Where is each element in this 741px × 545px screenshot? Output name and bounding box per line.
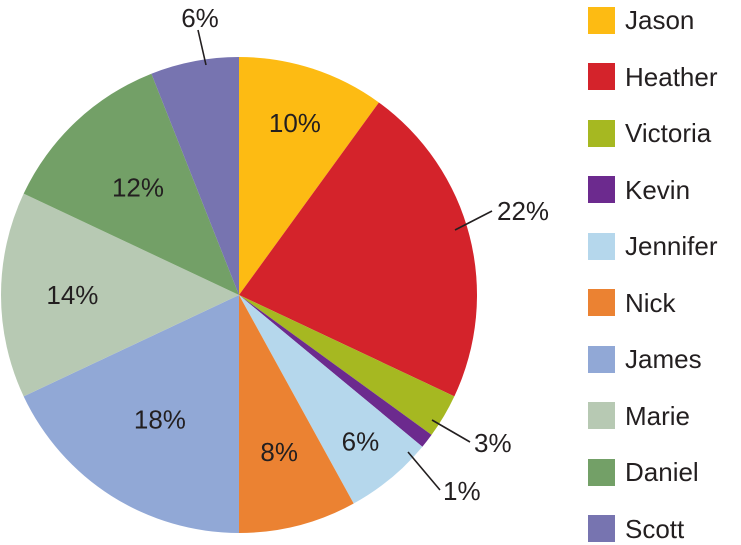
legend-item-marie: Marie [588, 401, 690, 431]
legend-item-heather: Heather [588, 62, 718, 92]
pie-slice-nick [239, 295, 354, 533]
legend: Jason Heather Victoria Kevin Jennifer Nick Jam… [588, 0, 741, 545]
legend-label-james: James [625, 344, 702, 374]
slice-labels-layer: 10% 22% 3% 1% 6% 8% 18% 14% 12% 6% [46, 3, 549, 506]
legend-label-jennifer: Jennifer [625, 231, 718, 261]
legend-item-nick: Nick [588, 288, 676, 318]
pie-slice-scott [151, 57, 239, 295]
legend-label-kevin: Kevin [625, 174, 691, 205]
slice-label-nick: 8% [260, 437, 298, 467]
legend-swatch-jennifer [588, 232, 615, 260]
pie-slice-victoria [239, 295, 455, 435]
legend-label-nick: Nick [625, 287, 676, 318]
legend-swatch-scott [588, 515, 615, 542]
legend-item-daniel: Daniel [588, 457, 699, 487]
slice-label-daniel: 12% [112, 172, 164, 202]
pie-slice-james [23, 295, 240, 533]
legend-label-victoria: Victoria [625, 118, 712, 148]
legend-label-jason: Jason [625, 5, 695, 35]
slice-label-jason: 10% [269, 108, 321, 138]
legend-item-victoria: Victoria [588, 118, 711, 148]
slice-label-marie: 14% [46, 280, 98, 310]
legend-swatch-james [588, 345, 615, 373]
legend-label-marie: Marie [625, 400, 691, 431]
pie-slice-heather [239, 102, 478, 397]
leader-lines-layer [197, 29, 493, 491]
legend-swatch-marie [588, 402, 615, 429]
legend-item-kevin: Kevin [588, 175, 690, 205]
legend-swatch-victoria [588, 119, 615, 147]
pie-slice-marie [0, 193, 239, 397]
leader-line-heather [454, 210, 493, 231]
legend-item-jennifer: Jennifer [588, 231, 718, 261]
slice-label-heather: 22% [497, 196, 549, 226]
pie-slice-jason [239, 57, 379, 295]
legend-swatch-nick [588, 289, 615, 316]
legend-item-james: James [588, 344, 702, 374]
slice-label-victoria: 3% [474, 428, 512, 458]
legend-swatch-jason [588, 6, 615, 34]
leader-line-victoria [431, 419, 471, 443]
slice-label-jennifer: 6% [342, 427, 380, 457]
slices-layer [0, 57, 478, 533]
leader-line-kevin [407, 451, 441, 491]
pie-slice-kevin [239, 295, 432, 447]
pie-slice-daniel [23, 73, 240, 296]
legend-item-jason: Jason [588, 5, 694, 35]
legend-swatch-kevin [588, 176, 615, 203]
legend-label-heather: Heather [625, 61, 718, 92]
legend-label-daniel: Daniel [625, 457, 699, 487]
legend-swatch-daniel [588, 458, 615, 486]
legend-label-scott: Scott [625, 513, 685, 544]
pie-slice-jennifer [239, 295, 423, 504]
slice-label-james: 18% [134, 405, 186, 435]
legend-item-scott: Scott [588, 514, 684, 544]
legend-swatch-heather [588, 63, 615, 90]
slice-label-kevin: 1% [443, 476, 481, 506]
leader-line-scott [197, 29, 207, 66]
slice-label-scott: 6% [181, 3, 219, 33]
